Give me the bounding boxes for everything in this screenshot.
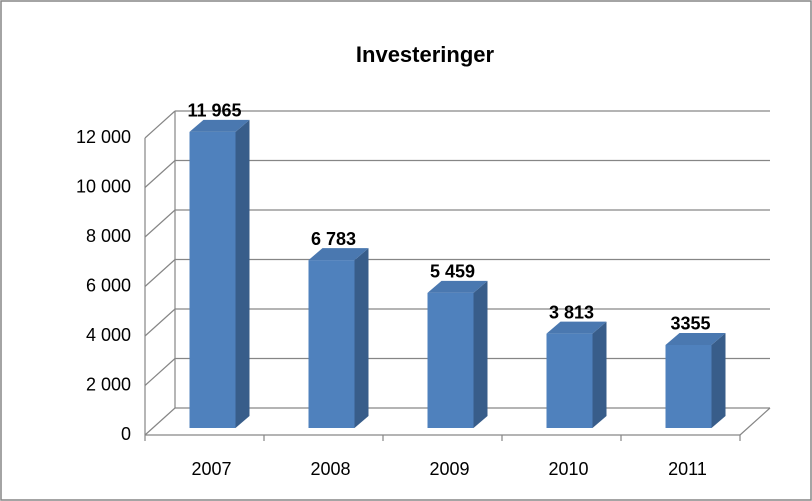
grid-line [144,209,176,238]
bar-side [592,321,607,428]
grid-line [144,160,176,188]
y-tick-label: 4 000 [86,325,131,345]
bar [427,292,474,428]
bar [546,333,593,428]
y-tick-label: 10 000 [76,176,131,196]
grid-line [144,407,176,436]
y-tick-label: 6 000 [86,275,131,295]
x-tick-label: 2009 [429,459,469,479]
y-tick-label: 8 000 [86,226,131,246]
value-label: 11 965 [187,101,241,121]
bar-side [235,119,250,429]
x-tick-label: 2010 [548,459,588,479]
grid-line [144,358,176,386]
grid-line [144,259,176,287]
bar [308,260,355,428]
bar-side [473,280,488,428]
y-tick-label: 2 000 [86,374,131,394]
bar-top [665,332,726,345]
x-tick-label: 2008 [310,459,350,479]
y-tick-label: 0 [121,424,131,444]
bar-top [308,248,369,261]
bar [189,131,236,428]
grid-line [144,308,176,337]
axis-line [739,407,771,436]
x-tick-label: 2011 [668,459,707,479]
bar-top [189,119,250,132]
bar-side [354,248,369,428]
value-label: 3355 [670,314,710,334]
value-label: 5 459 [430,262,475,282]
value-label: 6 783 [311,229,356,249]
bar [665,344,712,428]
grid-line [144,110,176,139]
bar-side [711,332,726,428]
bar-top [427,280,488,293]
bar-top [546,321,607,334]
y-tick-label: 12 000 [76,127,131,147]
x-tick-label: 2007 [191,459,231,479]
value-label: 3 813 [549,302,594,322]
chart-title: Investeringer [356,42,495,67]
